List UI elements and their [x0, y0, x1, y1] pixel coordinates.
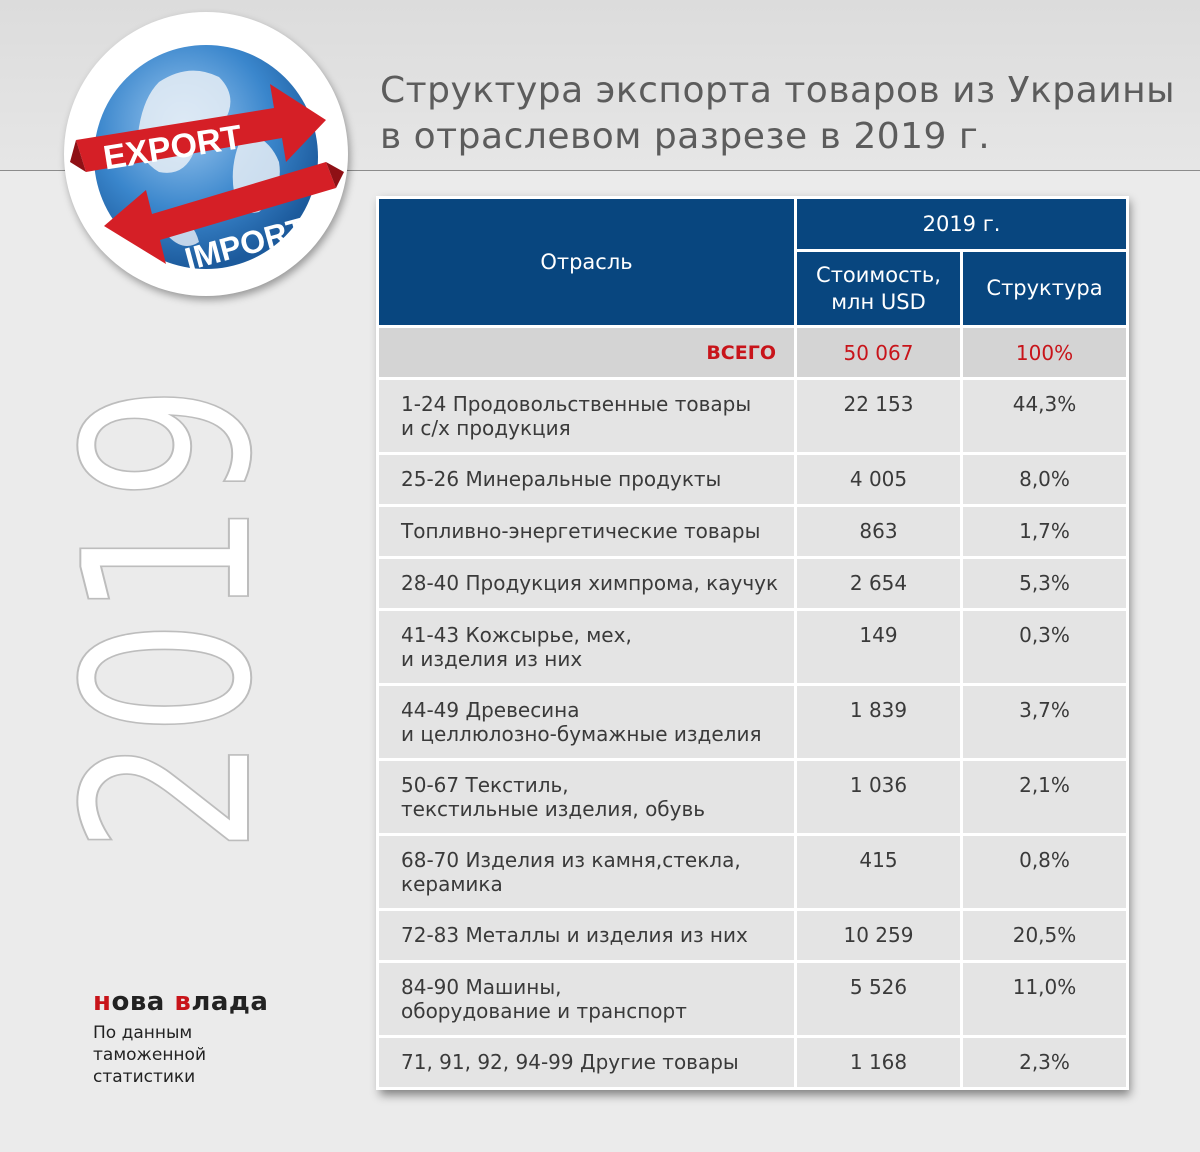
- industry-cell: 25-26 Минеральные продукты: [376, 452, 797, 507]
- value-cell: 22 153: [794, 377, 963, 455]
- source-line-1: По данным: [93, 1023, 193, 1043]
- share-cell: 5,3%: [959, 556, 1130, 611]
- industry-cell: 50-67 Текстиль, текстильные изделия, обув…: [376, 758, 797, 836]
- source-note: По данным таможенной статистики: [93, 1022, 253, 1088]
- industry-cell: 44-49 Древесина и целлюлозно-бумажные изд…: [376, 683, 797, 761]
- brand-logo: нова влада: [93, 987, 268, 1017]
- value-cell: 2 654: [794, 556, 963, 611]
- share-cell: 8,0%: [959, 452, 1130, 507]
- source-line-3: статистики: [93, 1067, 196, 1087]
- share-cell: 20,5%: [959, 908, 1130, 963]
- header-share: Структура: [959, 249, 1130, 328]
- share-cell: 1,7%: [959, 504, 1130, 559]
- share-cell: 2,1%: [959, 758, 1130, 836]
- industry-line-1: 68-70 Изделия из камня,стекла,: [401, 848, 741, 872]
- share-cell: 11,0%: [959, 960, 1130, 1038]
- industry-cell: 1-24 Продовольственные товары и с/х проду…: [376, 377, 797, 455]
- share-cell: 2,3%: [959, 1035, 1130, 1090]
- share-cell: 44,3%: [959, 377, 1130, 455]
- brand-part-1: н: [93, 987, 112, 1017]
- brand-part-2: ова: [111, 987, 175, 1017]
- industry-line-1: 72-83 Металлы и изделия из них: [401, 923, 748, 947]
- header-industry: Отрасль: [376, 196, 797, 328]
- industry-line-2: керамика: [401, 872, 503, 896]
- industry-line-1: 84-90 Машины,: [401, 975, 562, 999]
- total-value: 50 067: [794, 325, 963, 380]
- export-structure-table: Отрасль 2019 г. Стоимость, млн USD Струк…: [376, 195, 1130, 1090]
- value-cell: 5 526: [794, 960, 963, 1038]
- page-title: Структура экспорта товаров из Украины в …: [380, 68, 1180, 160]
- value-cell: 1 168: [794, 1035, 963, 1090]
- export-import-logo: EXPORT IMPORT: [64, 12, 348, 296]
- table-row: 68-70 Изделия из камня,стекла, керамика 41…: [376, 833, 1130, 911]
- header-value-line-1: Стоимость,: [816, 262, 941, 287]
- table-row: 28-40 Продукция химпрома, каучук 2 654 5,3…: [376, 556, 1130, 611]
- table-row: 72-83 Металлы и изделия из них 10 259 20,5…: [376, 908, 1130, 963]
- value-cell: 863: [794, 504, 963, 559]
- table-row: 1-24 Продовольственные товары и с/х проду…: [376, 377, 1130, 455]
- table-row: 44-49 Древесина и целлюлозно-бумажные изд…: [376, 683, 1130, 761]
- industry-line-2: и изделия из них: [401, 647, 583, 671]
- value-cell: 415: [794, 833, 963, 911]
- industry-line-2: и с/х продукция: [401, 416, 571, 440]
- table-row: Топливно-энергетические товары 863 1,7%: [376, 504, 1130, 559]
- header-value-line-2: млн USD: [831, 289, 926, 314]
- share-cell: 3,7%: [959, 683, 1130, 761]
- brand-part-3: в: [174, 987, 192, 1017]
- industry-line-2: текстильные изделия, обувь: [401, 797, 706, 821]
- export-table-panel: Отрасль 2019 г. Стоимость, млн USD Струк…: [376, 195, 1130, 1090]
- industry-cell: 28-40 Продукция химпрома, каучук: [376, 556, 797, 611]
- value-cell: 1 839: [794, 683, 963, 761]
- title-line-1: Структура экспорта товаров из Украины: [380, 70, 1176, 111]
- year-mark-text: 2019: [36, 384, 303, 854]
- industry-line-1: 41-43 Кожсырье, мех,: [401, 623, 632, 647]
- industry-line-1: 50-67 Текстиль,: [401, 773, 569, 797]
- table-row: 84-90 Машины, оборудование и транспорт 5 5…: [376, 960, 1130, 1038]
- brand-part-4: лада: [191, 987, 269, 1017]
- industry-line-1: 44-49 Древесина: [401, 698, 580, 722]
- industry-line-2: оборудование и транспорт: [401, 999, 687, 1023]
- industry-cell: Топливно-энергетические товары: [376, 504, 797, 559]
- total-share: 100%: [959, 325, 1130, 380]
- globe-with-arrows-icon: EXPORT IMPORT: [70, 45, 344, 277]
- table-row: 25-26 Минеральные продукты 4 005 8,0%: [376, 452, 1130, 507]
- industry-cell: 41-43 Кожсырье, мех, и изделия из них: [376, 608, 797, 686]
- total-row: ВСЕГО 50 067 100%: [376, 325, 1130, 380]
- value-cell: 4 005: [794, 452, 963, 507]
- header-year: 2019 г.: [793, 195, 1130, 253]
- table-row: 71, 91, 92, 94-99 Другие товары 1 168 2,3%: [376, 1035, 1130, 1090]
- source-line-2: таможенной: [93, 1045, 206, 1065]
- share-cell: 0,8%: [959, 833, 1130, 911]
- title-line-2: в отраслевом разрезе в 2019 г.: [380, 116, 991, 157]
- industry-cell: 72-83 Металлы и изделия из них: [376, 908, 797, 963]
- industry-cell: 68-70 Изделия из камня,стекла, керамика: [376, 833, 797, 911]
- industry-cell: 84-90 Машины, оборудование и транспорт: [376, 960, 797, 1038]
- value-cell: 1 036: [794, 758, 963, 836]
- industry-line-2: и целлюлозно-бумажные изделия: [401, 722, 762, 746]
- industry-line-1: 28-40 Продукция химпрома, каучук: [401, 571, 779, 595]
- industry-cell: 71, 91, 92, 94-99 Другие товары: [376, 1035, 797, 1090]
- header-value: Стоимость, млн USD: [794, 249, 963, 328]
- year-watermark: 2019: [35, 380, 304, 860]
- value-cell: 149: [794, 608, 963, 686]
- industry-line-1: 71, 91, 92, 94-99 Другие товары: [401, 1050, 739, 1074]
- share-cell: 0,3%: [959, 608, 1130, 686]
- industry-line-1: 1-24 Продовольственные товары: [401, 392, 752, 416]
- value-cell: 10 259: [794, 908, 963, 963]
- industry-line-1: 25-26 Минеральные продукты: [401, 467, 722, 491]
- industry-line-1: Топливно-энергетические товары: [401, 519, 761, 543]
- table-row: 50-67 Текстиль, текстильные изделия, обув…: [376, 758, 1130, 836]
- total-label: ВСЕГО: [376, 325, 797, 380]
- table-row: 41-43 Кожсырье, мех, и изделия из них 149 0…: [376, 608, 1130, 686]
